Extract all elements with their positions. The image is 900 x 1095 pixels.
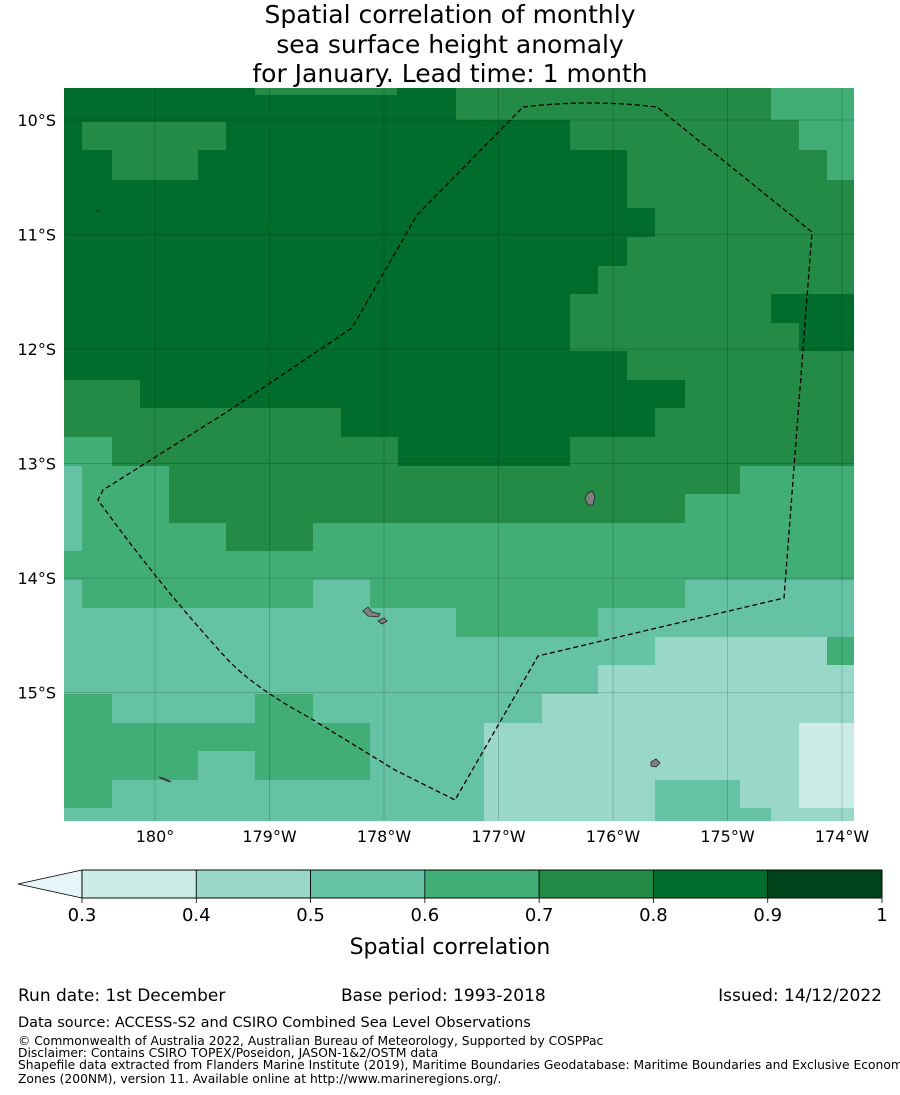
chart-title-line-3: for January. Lead time: 1 month bbox=[252, 59, 648, 88]
island bbox=[650, 758, 661, 768]
gridlines bbox=[64, 88, 854, 821]
lon-tick-label: 176°W bbox=[586, 827, 641, 846]
data-source: Data source: ACCESS-S2 and CSIRO Combine… bbox=[18, 1015, 531, 1031]
colorbar-segment bbox=[81, 869, 197, 899]
lon-tick-label: 174°W bbox=[815, 827, 870, 846]
lat-tick-label: 15°S bbox=[17, 684, 56, 703]
land-islands bbox=[96, 209, 661, 783]
island bbox=[158, 776, 172, 783]
shapefile-credit-2: Zones (200NM), version 11. Available onl… bbox=[18, 1072, 502, 1086]
field-region bbox=[82, 580, 685, 637]
field-region bbox=[64, 380, 740, 551]
colorbar-frame bbox=[81, 869, 883, 899]
colorbar-segment bbox=[195, 869, 311, 899]
run-date: Run date: 1st December bbox=[18, 986, 226, 1006]
colorbar-tick-label: 0.9 bbox=[753, 905, 782, 926]
island bbox=[377, 617, 388, 625]
lon-tick-label: 178°W bbox=[357, 827, 412, 846]
island bbox=[96, 209, 102, 213]
island bbox=[584, 490, 596, 506]
lon-tick-label: 177°W bbox=[471, 827, 526, 846]
chart-title: Spatial correlation of monthly sea surfa… bbox=[0, 0, 900, 89]
eez-boundary-line bbox=[97, 102, 813, 801]
field-region bbox=[771, 88, 854, 180]
lon-tick-label: 180° bbox=[136, 827, 175, 846]
correlation-field bbox=[64, 88, 854, 821]
issued-date: Issued: 14/12/2022 bbox=[718, 986, 882, 1006]
longitude-labels: 180° 179°W 178°W 177°W 176°W 175°W 174°W bbox=[136, 827, 870, 846]
lat-tick-label: 14°S bbox=[17, 569, 56, 588]
colorbar-segment bbox=[424, 869, 540, 899]
colorbar-tick-label: 0.7 bbox=[525, 905, 554, 926]
colorbar-tick-label: 1 bbox=[876, 905, 887, 926]
colorbar-tick-label: 0.3 bbox=[68, 905, 97, 926]
latitude-labels: 10°S 11°S 12°S 13°S 14°S 15°S bbox=[17, 111, 56, 703]
lon-tick-label: 175°W bbox=[700, 827, 755, 846]
field-region bbox=[82, 122, 226, 180]
field-region bbox=[655, 780, 740, 821]
field-region bbox=[64, 437, 854, 580]
field-region bbox=[64, 694, 370, 808]
shapefile-credit-1: Shapefile data extracted from Flanders M… bbox=[18, 1058, 900, 1072]
disclaimer: Disclaimer: Contains CSIRO TOPEX/Poseido… bbox=[18, 1046, 439, 1060]
lat-tick-label: 13°S bbox=[17, 455, 56, 474]
colorbar-tick-label: 0.8 bbox=[639, 905, 668, 926]
field-region bbox=[827, 637, 854, 665]
lat-tick-label: 11°S bbox=[17, 226, 56, 245]
colorbar-tick-label: 0.5 bbox=[296, 905, 325, 926]
island bbox=[362, 606, 381, 618]
colorbar-segment bbox=[653, 869, 769, 899]
colorbar-segment bbox=[310, 869, 426, 899]
lat-tick-label: 12°S bbox=[17, 340, 56, 359]
lat-tick-label: 10°S bbox=[17, 111, 56, 130]
colorbar-segment bbox=[767, 869, 883, 899]
field-region bbox=[112, 88, 854, 466]
field-region bbox=[484, 637, 854, 821]
copyright: © Commonwealth of Australia 2022, Austra… bbox=[18, 1034, 604, 1048]
map-figure: 10°S11°S12°S13°S14°S15°S 180° 179°W 178°W 1… bbox=[17, 88, 888, 960]
colorbar: 0.3 0.4 0.5 0.6 0.7 0.8 0.9 1 Spatial correlati… bbox=[17, 869, 888, 960]
chart-title-line-2: sea surface height anomaly bbox=[276, 29, 624, 59]
colorbar-tick-label: 0.4 bbox=[182, 905, 211, 926]
field-region bbox=[799, 723, 854, 808]
field-region bbox=[64, 466, 82, 551]
base-period: Base period: 1993-2018 bbox=[341, 986, 546, 1006]
chart-title-line-1: Spatial correlation of monthly bbox=[264, 0, 636, 29]
colorbar-tick-label: 0.6 bbox=[411, 905, 440, 926]
lon-tick-label: 179°W bbox=[242, 827, 297, 846]
colorbar-title: Spatial correlation bbox=[350, 935, 551, 960]
colorbar-extend-arrow bbox=[17, 869, 83, 899]
colorbar-segment bbox=[538, 869, 654, 899]
